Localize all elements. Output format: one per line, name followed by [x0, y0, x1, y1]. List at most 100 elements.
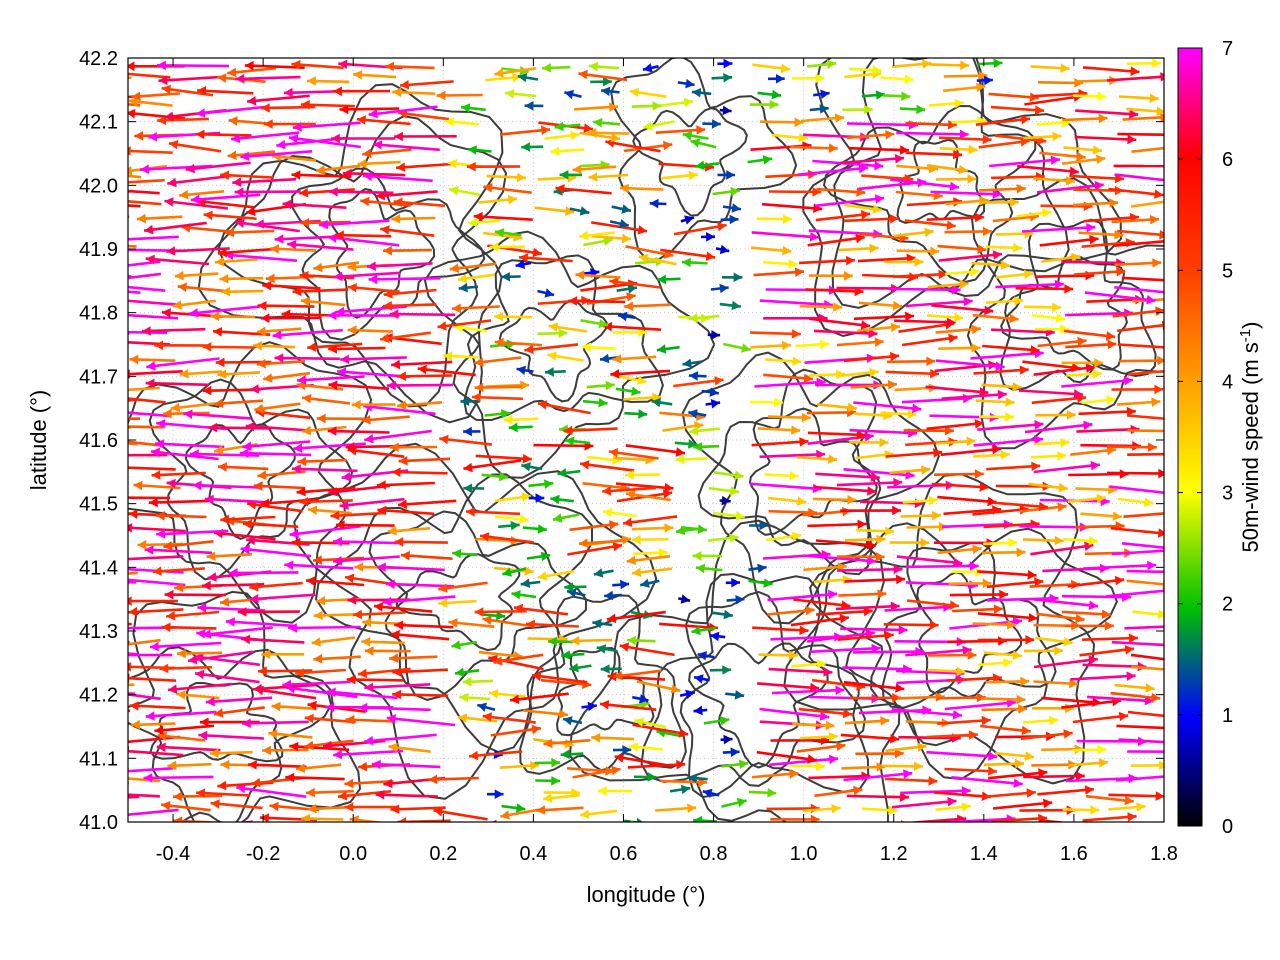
wind-arrow [977, 635, 1035, 645]
wind-arrow [722, 203, 742, 213]
wind-arrow [935, 802, 971, 812]
wind-arrow [943, 70, 988, 81]
wind-arrow [766, 803, 820, 814]
wind-arrow [47, 387, 115, 399]
wind-arrow [170, 402, 215, 413]
wind-arrow [944, 766, 997, 776]
wind-arrow [935, 324, 981, 335]
wind-arrow [253, 481, 305, 491]
wind-arrow [1033, 678, 1079, 689]
wind-arrow [452, 548, 478, 559]
wind-arrow [128, 578, 186, 587]
wind-arrow [209, 748, 253, 758]
wind-arrow [364, 429, 432, 444]
wind-arrow [687, 773, 708, 784]
wind-arrow [1041, 696, 1102, 707]
wind-arrow [949, 589, 1009, 600]
wind-arrow [131, 91, 180, 101]
wind-arrow [1066, 369, 1102, 379]
wind-arrow [985, 676, 1030, 687]
wind-arrow [991, 171, 1045, 182]
wind-arrow [128, 386, 160, 392]
wind-arrow [690, 138, 717, 149]
colorbar [1177, 47, 1203, 827]
x-tick-label: 1.0 [790, 843, 818, 865]
wind-arrow [190, 193, 261, 205]
wind-arrow [926, 750, 998, 761]
wind-arrow [763, 259, 798, 269]
wind-arrow [813, 328, 878, 339]
wind-arrow [695, 160, 720, 171]
wind-arrow [187, 650, 254, 665]
wind-arrow [1033, 176, 1075, 186]
wind-arrow [682, 130, 709, 141]
wind-arrow [1072, 744, 1107, 755]
wind-arrow [593, 568, 614, 578]
wind-arrow [234, 187, 301, 197]
wind-arrow [1081, 395, 1116, 405]
wind-arrow [398, 456, 451, 466]
wind-arrow [371, 759, 441, 770]
wind-arrow [759, 449, 826, 460]
wind-arrow [600, 664, 622, 674]
wind-arrow [1072, 711, 1129, 724]
wind-arrow [241, 718, 309, 728]
wind-arrow [128, 260, 161, 267]
wind-arrow [677, 78, 695, 89]
wind-arrow [751, 437, 809, 447]
wind-arrow [396, 162, 453, 172]
x-tick-label: -0.2 [246, 843, 280, 865]
wind-arrow [679, 689, 696, 699]
wind-arrow [1130, 760, 1164, 771]
y-tick-label: 41.7 [79, 366, 118, 388]
wind-arrow [177, 282, 226, 293]
wind-arrow [246, 94, 310, 106]
wind-arrow [893, 269, 948, 280]
wind-arrow [856, 526, 895, 536]
wind-arrow [891, 59, 932, 69]
wind-arrow [340, 354, 407, 365]
wind-arrow [1074, 266, 1126, 277]
wind-arrow [707, 533, 739, 543]
wind-arrow [249, 593, 316, 604]
wind-arrow [149, 641, 222, 652]
wind-arrow [131, 719, 176, 730]
wind-arrow [357, 158, 401, 169]
wind-arrow [1030, 597, 1099, 610]
wind-arrow [751, 769, 799, 779]
wind-arrow [167, 760, 212, 771]
colorbar-tick-label: 4 [1222, 371, 1233, 393]
wind-arrow [1015, 284, 1074, 294]
wind-arrow [853, 401, 922, 414]
wind-arrow [282, 679, 351, 690]
wind-arrow [1130, 653, 1164, 661]
wind-arrow [326, 687, 398, 700]
wind-arrow [995, 279, 1064, 290]
wind-arrow [615, 482, 674, 493]
wind-arrow [675, 454, 708, 465]
wind-arrow [552, 513, 580, 523]
wind-arrow [128, 204, 141, 208]
x-tick-label: 0.0 [339, 843, 367, 865]
wind-arrow [624, 301, 671, 311]
wind-arrow [128, 496, 171, 500]
wind-arrow [799, 255, 855, 266]
wind-arrow [771, 132, 808, 143]
terrain-contour [519, 594, 687, 775]
wind-arrow [882, 91, 911, 101]
wind-arrow [843, 769, 913, 782]
wind-arrow [1112, 306, 1164, 318]
wind-arrow [358, 702, 431, 713]
y-tick-label: 41.1 [79, 748, 118, 770]
terrain-contour [149, 682, 284, 763]
wind-arrow [808, 369, 846, 380]
wind-arrow [220, 514, 276, 525]
wind-arrow [525, 619, 579, 630]
wind-arrow [203, 210, 257, 221]
wind-arrow [1067, 575, 1125, 588]
wind-arrow [300, 99, 355, 110]
wind-arrow [692, 551, 723, 561]
wind-arrow [579, 131, 621, 143]
wind-arrow [1132, 609, 1164, 620]
